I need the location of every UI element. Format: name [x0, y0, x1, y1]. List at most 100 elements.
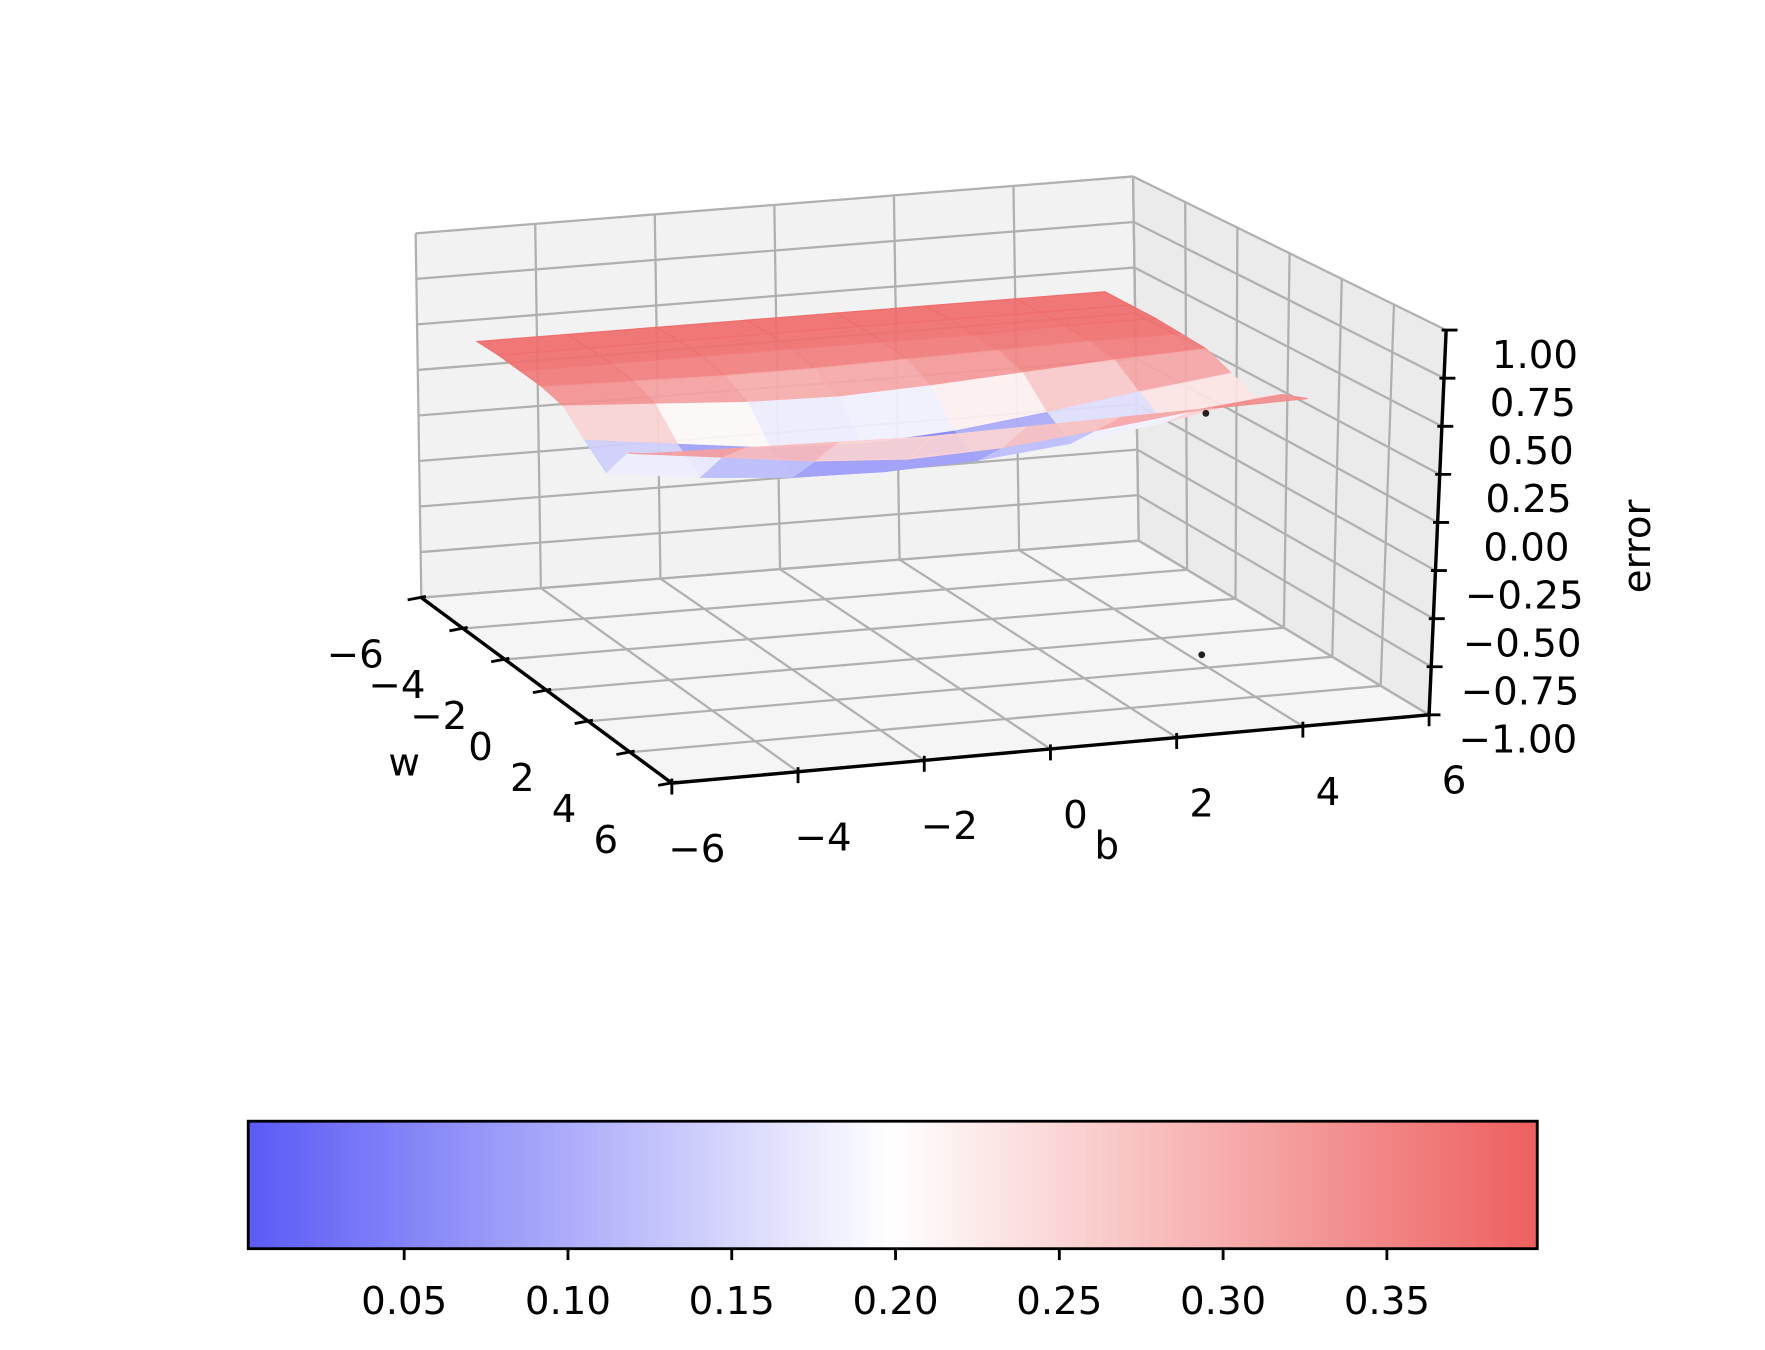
w-tick-label: −6 — [327, 632, 384, 677]
colorbar-cell — [586, 1121, 593, 1249]
colorbar-cell — [1107, 1121, 1114, 1249]
colorbar-cell — [479, 1121, 486, 1249]
colorbar-cell — [377, 1121, 384, 1249]
grid-line — [1133, 266, 1443, 428]
colorbar-cell — [656, 1121, 663, 1249]
colorbar-cell — [984, 1121, 991, 1249]
colorbar-cell — [967, 1121, 974, 1249]
grid-line — [588, 655, 1333, 723]
colorbar-cell — [1376, 1121, 1383, 1249]
colorbar-cell — [1182, 1121, 1189, 1249]
colorbar-cell — [1204, 1121, 1211, 1249]
colorbar-cell — [1483, 1121, 1490, 1249]
data-point — [1202, 409, 1210, 417]
grid-line — [1133, 220, 1445, 380]
colorbar-cell — [1360, 1121, 1367, 1249]
grid-line — [462, 568, 1188, 630]
colorbar-cell — [785, 1121, 792, 1249]
w-tick-label: −2 — [410, 694, 467, 739]
colorbar-cell — [892, 1121, 899, 1249]
colorbar-cell — [468, 1121, 475, 1249]
b-tick-label: −2 — [921, 804, 978, 849]
colorbar-cell — [1096, 1121, 1103, 1249]
grid-line — [504, 597, 1236, 661]
tick-mark — [616, 749, 635, 756]
colorbar-cell — [871, 1121, 878, 1249]
colorbar-cell — [1284, 1121, 1291, 1249]
colorbar-cell — [344, 1121, 351, 1249]
b-axis-label: b — [1095, 824, 1120, 869]
colorbar-cell — [1177, 1121, 1184, 1249]
grid-line — [546, 626, 1284, 692]
colorbar-cell — [1488, 1121, 1495, 1249]
colorbar-tick-label: 0.25 — [1016, 1279, 1102, 1324]
colorbar-cell — [624, 1121, 631, 1249]
colorbar-cell — [559, 1121, 566, 1249]
colorbar-cell — [1075, 1121, 1082, 1249]
colorbar-cell — [258, 1121, 266, 1249]
colorbar-cell — [1499, 1121, 1506, 1249]
colorbar-cell — [1354, 1121, 1361, 1249]
colorbar-cell — [1424, 1121, 1431, 1249]
z-tick-label: 0.00 — [1483, 525, 1569, 570]
colorbar-cell — [1027, 1121, 1034, 1249]
colorbar-cell — [1016, 1121, 1023, 1249]
colorbar-cell — [1059, 1121, 1066, 1249]
colorbar-cell — [694, 1121, 701, 1249]
colorbar-cell — [1515, 1121, 1522, 1249]
colorbar-cell — [1257, 1121, 1265, 1249]
colorbar-cell — [275, 1121, 282, 1249]
colorbar-cell — [565, 1121, 572, 1249]
colorbar-tick-label: 0.30 — [1180, 1279, 1266, 1324]
colorbar-cell — [839, 1121, 846, 1249]
colorbar-cell — [1188, 1121, 1195, 1249]
colorbar-cell — [903, 1121, 910, 1249]
colorbar-cell — [860, 1121, 867, 1249]
colorbar-cell — [1134, 1121, 1141, 1249]
colorbar-cell — [608, 1121, 615, 1249]
colorbar-cell — [1349, 1121, 1356, 1249]
colorbar-cell — [543, 1121, 550, 1249]
colorbar-cell — [715, 1121, 722, 1249]
colorbar-cell — [677, 1121, 684, 1249]
colorbar-cell — [420, 1121, 427, 1249]
colorbar-cell — [350, 1121, 357, 1249]
colorbar-cell — [731, 1121, 738, 1249]
colorbar-cell — [1086, 1121, 1093, 1249]
colorbar-cell — [1102, 1121, 1109, 1249]
colorbar-cell — [549, 1121, 556, 1249]
colorbar-cell — [919, 1121, 926, 1249]
colorbar-cell — [1413, 1121, 1420, 1249]
colorbar-cell — [371, 1121, 378, 1249]
colorbar-cell — [506, 1121, 513, 1249]
z-tick-label: −0.50 — [1463, 621, 1582, 666]
colorbar-cell — [516, 1121, 523, 1249]
colorbar-cell — [366, 1121, 373, 1249]
colorbar-cell — [398, 1121, 405, 1249]
colorbar-cell — [484, 1121, 491, 1249]
colorbar-cell — [1010, 1121, 1017, 1249]
colorbar-cell — [699, 1121, 706, 1249]
colorbar-cell — [1080, 1121, 1087, 1249]
colorbar-cell — [1467, 1121, 1474, 1249]
grid-line — [419, 448, 1138, 508]
colorbar-frame — [246, 1119, 1539, 1251]
colorbar-cell — [924, 1121, 932, 1249]
colorbar-cell — [457, 1121, 464, 1249]
colorbar-cell — [1338, 1121, 1345, 1249]
colorbar-cell — [1048, 1121, 1055, 1249]
colorbar-cell — [500, 1121, 507, 1249]
colorbar-cell — [887, 1121, 894, 1249]
colorbar-cell — [1478, 1121, 1485, 1249]
colorbar-cell — [1172, 1121, 1179, 1249]
colorbar-cell — [1032, 1121, 1039, 1249]
colorbar-cell — [597, 1121, 604, 1249]
colorbar-cell — [1279, 1121, 1286, 1249]
colorbar-cell — [425, 1121, 432, 1249]
z-tick-label: 0.50 — [1488, 429, 1574, 474]
colorbar-cell — [973, 1121, 980, 1249]
colorbar-cell — [312, 1121, 319, 1249]
colorbar-cell — [833, 1121, 840, 1249]
colorbar-cell — [301, 1121, 309, 1249]
colorbar-cell — [1327, 1121, 1334, 1249]
